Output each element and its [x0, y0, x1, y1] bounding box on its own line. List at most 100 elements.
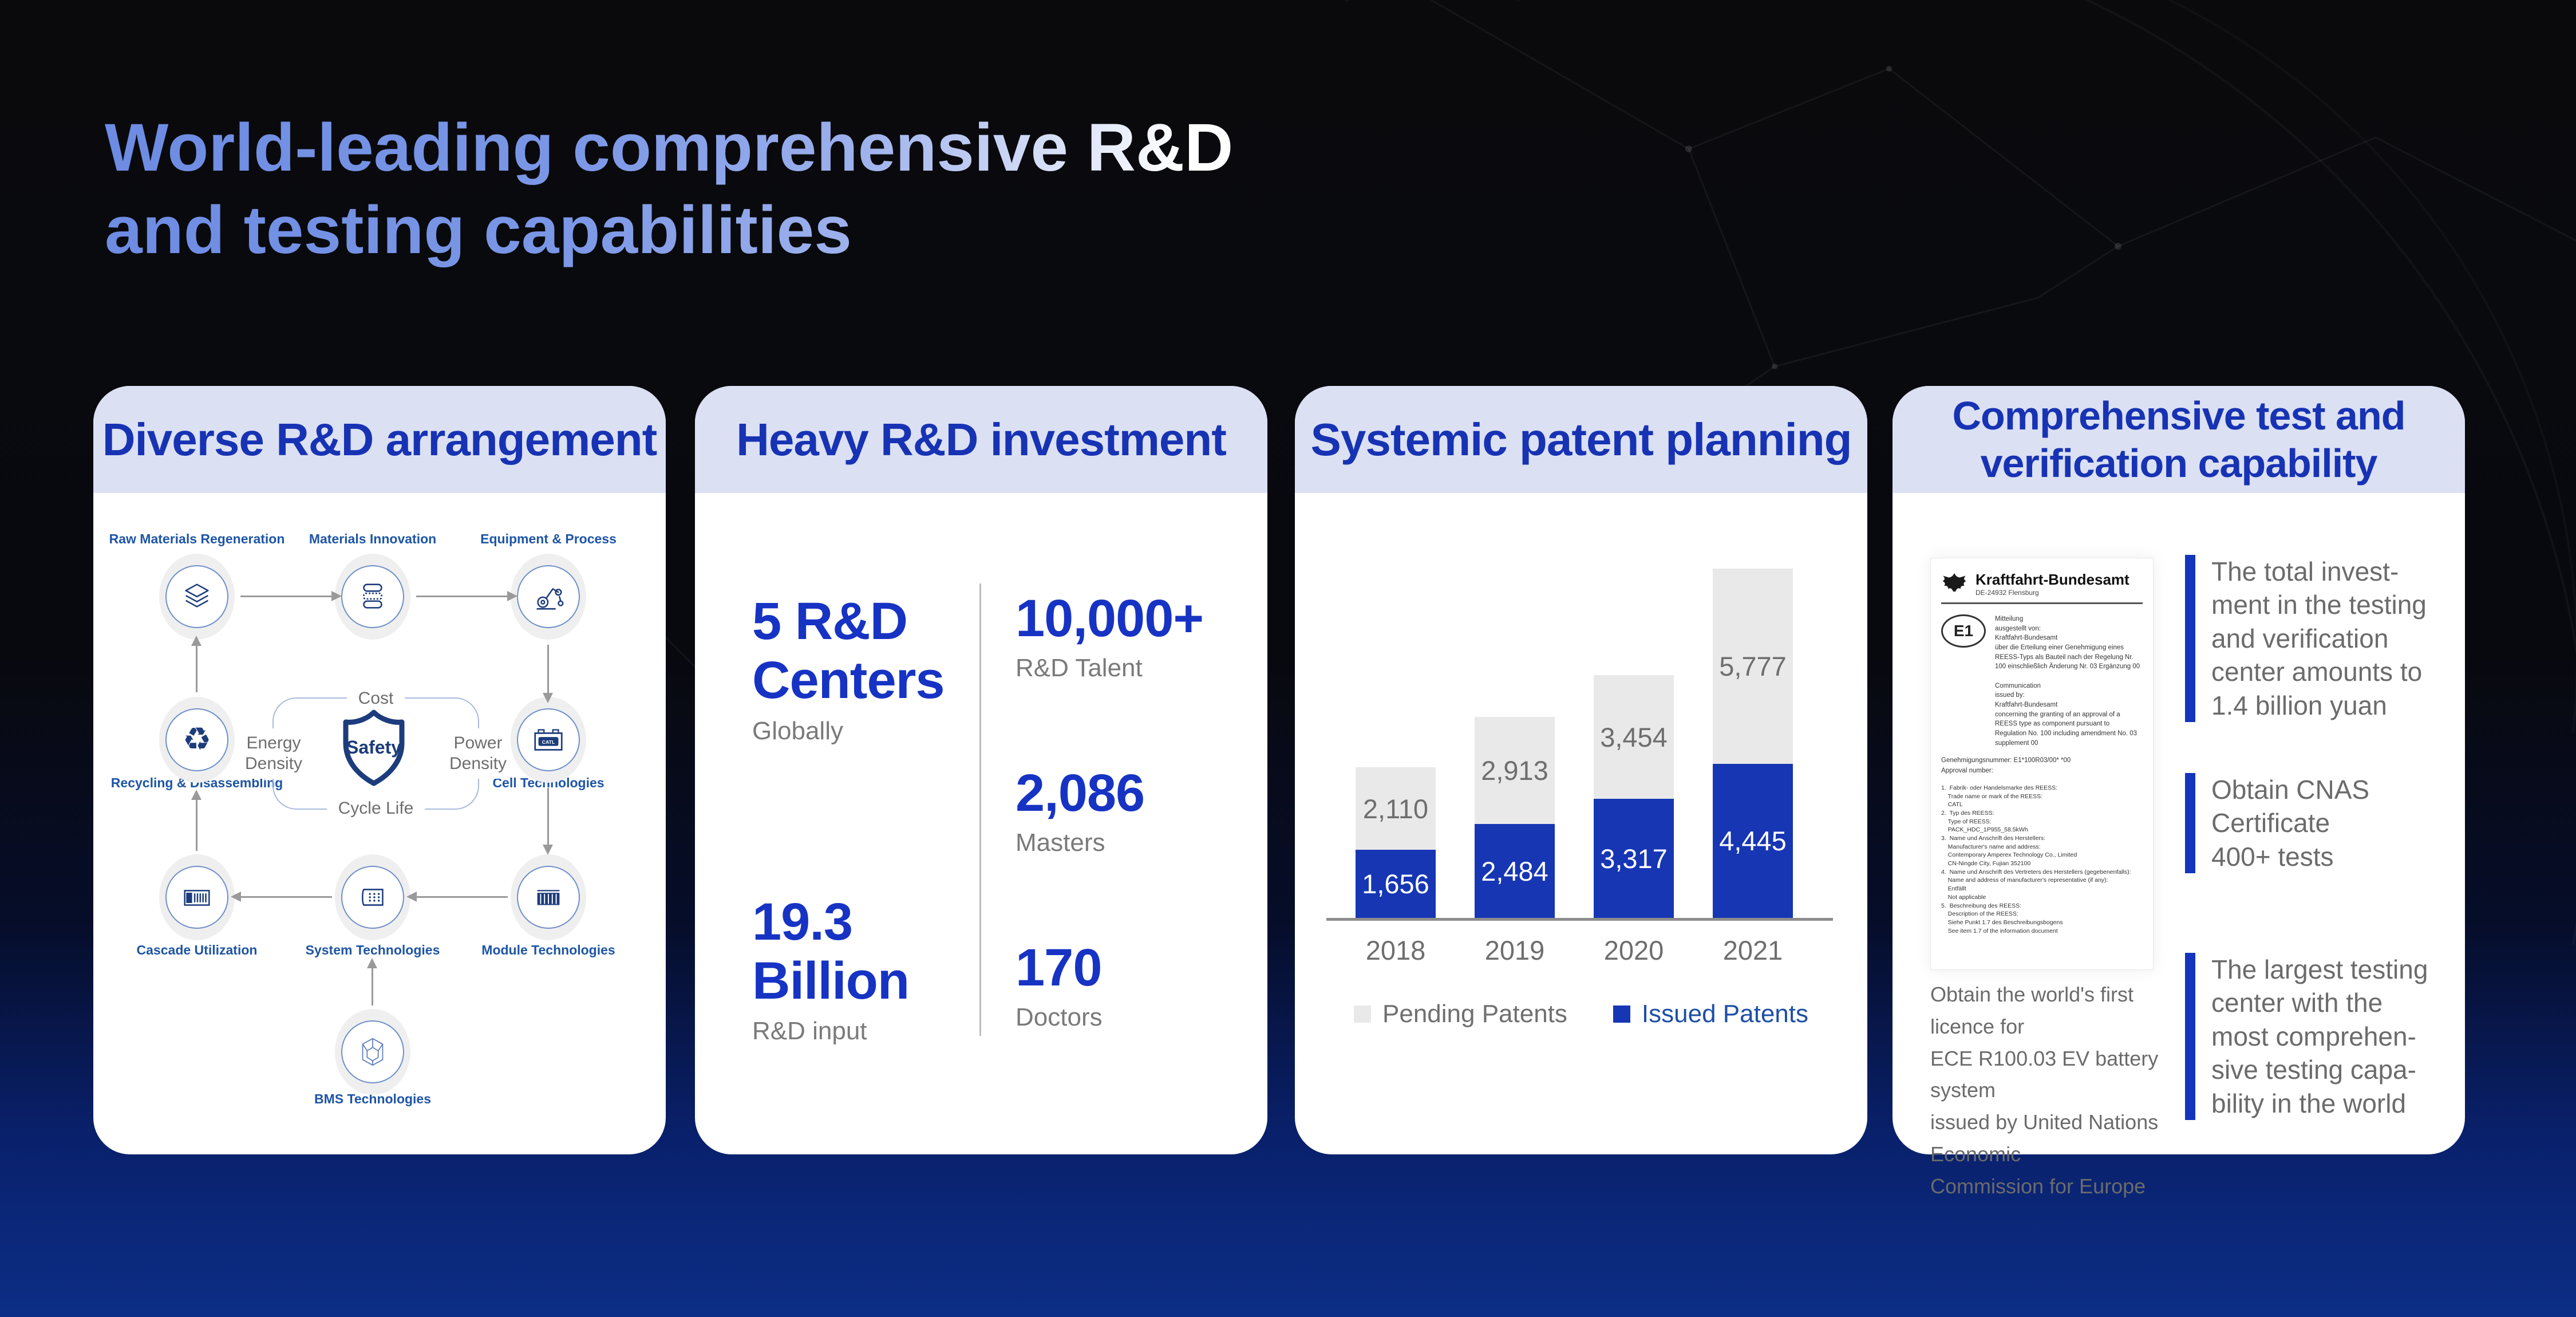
legend-swatch: [1613, 1006, 1630, 1023]
robot-arm-icon: [517, 565, 580, 628]
bar-column-2018: 2,110 1,656: [1356, 767, 1436, 918]
arrow-cell-to-module: [543, 788, 553, 855]
cluster-label-cost: Cost: [346, 687, 405, 710]
node-materials-innovation: [335, 554, 410, 640]
node-label-module-technologies: Module Technologies: [481, 943, 615, 957]
node-equipment-process: [511, 554, 586, 640]
layers-icon: [165, 565, 228, 628]
stat-rd-input-label: R&D input: [752, 1017, 867, 1045]
material-stack-icon: [341, 565, 404, 628]
axis-label-2021: 2021: [1722, 935, 1783, 965]
safety-shield-icon: Safety: [338, 708, 409, 791]
node-bms-technologies: [335, 1009, 410, 1095]
federal-eagle-icon: [1941, 571, 1967, 597]
value-label: 5,777: [1719, 651, 1787, 681]
chart-x-axis: [1326, 918, 1833, 921]
arrow-cascade-to-recycling: [191, 790, 202, 851]
cluster-label-energy-density: Energy Density: [241, 728, 306, 779]
segment-issued-patents-2018: 1,656: [1356, 850, 1436, 918]
segment-issued-patents-2019: 2,484: [1475, 824, 1555, 918]
card-rd-arrangement-title: Diverse R&D arrangement: [93, 386, 666, 493]
certificate-items: 1. Fabrik- oder Handelsmarke des REESS: …: [1941, 784, 2131, 934]
card-patent-planning-title: Systemic patent planning: [1295, 386, 1867, 493]
node-raw-materials: [159, 554, 235, 640]
stat-talent-value: 10,000+: [1016, 589, 1204, 648]
node-recycling: ♻: [159, 697, 235, 783]
axis-label-2018: 2018: [1365, 935, 1426, 965]
stat-doctors-label: Doctors: [1016, 1003, 1103, 1031]
arrow-recycling-to-raw: [191, 636, 202, 692]
highlight-accent-bar: [2185, 773, 2195, 874]
stat-rd-input-value: 19.3 Billion: [752, 893, 910, 1011]
shield-safety-text: Safety: [346, 737, 401, 758]
certificate-body-text: Mitteilung ausgestellt von: Kraftfahrt-B…: [1995, 616, 2140, 747]
segment-issued-patents-2020: 3,317: [1594, 799, 1674, 918]
node-system-technologies: [335, 854, 410, 940]
card-test-verification-title: Comprehensive test and verification capa…: [1893, 386, 2465, 493]
node-label-equipment-process: Equipment & Process: [480, 531, 617, 546]
cluster-label-cycle-life: Cycle Life: [326, 797, 425, 820]
highlight-largest-center: The largest testing center with the most…: [2185, 953, 2454, 1121]
battery-pack-icon: [341, 866, 404, 929]
patent-chart: 2,110 1,656 2,913 2,484 3,454 3,317 5,777 4,445: [1356, 563, 1793, 918]
stat-rd-centers-value: 5 R&D Centers: [752, 592, 945, 710]
chart-legend: Pending Patents Issued Patents: [1295, 1000, 1867, 1028]
arrow-materials-to-equipment: [416, 591, 517, 601]
highlight-investment-text: The total invest- ment in the testing an…: [2211, 557, 2427, 720]
highlight-investment: The total invest- ment in the testing an…: [2185, 555, 2454, 723]
node-cell-technologies: CATL: [511, 697, 586, 783]
node-module-technologies: [511, 854, 586, 940]
stat-rd-centers-label: Globally: [752, 717, 843, 745]
cluster-label-power-density: Power Density: [445, 728, 511, 779]
bar-column-2021: 5,777 4,445: [1713, 569, 1793, 918]
node-label-materials-innovation: Materials Innovation: [309, 531, 437, 546]
stat-masters-value: 2,086: [1016, 764, 1145, 822]
value-label: 3,317: [1600, 843, 1668, 874]
legend-swatch: [1354, 1006, 1371, 1023]
axis-label-2019: 2019: [1484, 935, 1545, 965]
arrow-equipment-to-cell: [543, 645, 553, 703]
page-title: World-leading comprehensive R&D and test…: [105, 107, 1233, 272]
card-test-verification: Comprehensive test and verification capa…: [1893, 386, 2465, 1198]
axis-label-2020: 2020: [1603, 935, 1664, 965]
bar-column-2020: 3,454 3,317: [1594, 675, 1674, 918]
arrow-module-to-system: [406, 892, 508, 902]
cube-wireframe-icon: [341, 1020, 404, 1083]
certificate-header: Kraftfahrt-Bundesamt DE-24932 Flensburg: [1941, 571, 2143, 604]
legend-item-issued-patents: Issued Patents: [1613, 1000, 1808, 1028]
segment-pending-patents-2019: 2,913: [1475, 717, 1555, 824]
highlight-accent-bar: [2185, 555, 2195, 723]
container-icon: [165, 866, 228, 929]
stat-talent-label: R&D Talent: [1016, 654, 1143, 682]
stats-divider: [979, 583, 981, 1036]
legend-label: Issued Patents: [1641, 1000, 1808, 1028]
arrow-bms-to-system: [367, 958, 377, 1006]
value-label: 1,656: [1362, 869, 1429, 899]
e1-mark: E1: [1941, 614, 1986, 648]
catl-logo: CATL: [542, 739, 555, 745]
segment-pending-patents-2018: 2,110: [1356, 767, 1436, 850]
value-label: 2,913: [1481, 755, 1548, 786]
card-rd-investment: Heavy R&D investment 5 R&D Centers Globa…: [695, 386, 1267, 1154]
highlight-largest-center-text: The largest testing center with the most…: [2211, 955, 2428, 1118]
legend-label: Pending Patents: [1382, 1000, 1567, 1028]
node-label-cascade-utilization: Cascade Utilization: [136, 943, 258, 957]
segment-issued-patents-2021: 4,445: [1713, 764, 1793, 918]
value-label: 2,110: [1362, 793, 1429, 824]
chart-years: 2018 2019 2020 2021: [1356, 934, 1793, 966]
stat-masters-label: Masters: [1016, 829, 1105, 857]
highlight-cnas-text: Obtain CNAS Certificate 400+ tests: [2211, 775, 2370, 872]
card-rd-investment-title: Heavy R&D investment: [695, 386, 1267, 493]
certificate-approval-number: Genehmigungsnummer: E1*100R03/00* *00 Ap…: [1941, 757, 2071, 774]
ece-licence-note: Obtain the world's first licence for ECE…: [1930, 983, 2159, 1198]
highlight-accent-bar: [2185, 953, 2195, 1121]
segment-pending-patents-2020: 3,454: [1594, 675, 1674, 799]
value-label: 2,484: [1481, 855, 1548, 886]
safety-cluster-frame: Cost Cycle Life Energy Density Power Den…: [241, 687, 511, 820]
node-label-raw-materials: Raw Materials Regeneration: [109, 531, 285, 546]
segment-pending-patents-2021: 5,777: [1713, 569, 1793, 764]
bar-column-2019: 2,913 2,484: [1475, 717, 1555, 918]
node-cascade-utilization: [159, 854, 235, 940]
card-rd-arrangement: Diverse R&D arrangement Raw Materials Re…: [93, 386, 666, 1154]
